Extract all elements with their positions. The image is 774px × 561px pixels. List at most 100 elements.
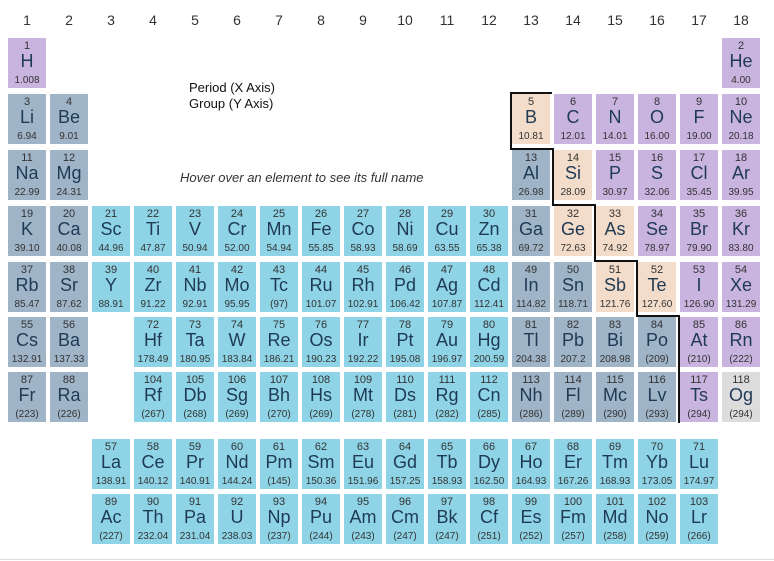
- element-ge[interactable]: 32 Ge 72.63: [553, 205, 593, 257]
- element-be[interactable]: 4 Be 9.01: [49, 93, 89, 145]
- element-k[interactable]: 19 K 39.10: [7, 205, 47, 257]
- element-th[interactable]: 90 Th 232.04: [133, 493, 173, 545]
- element-i[interactable]: 53 I 126.90: [679, 261, 719, 313]
- element-tm[interactable]: 69 Tm 168.93: [595, 438, 635, 490]
- element-fm[interactable]: 100 Fm (257): [553, 493, 593, 545]
- element-re[interactable]: 75 Re 186.21: [259, 316, 299, 368]
- element-zn[interactable]: 30 Zn 65.38: [469, 205, 509, 257]
- element-ti[interactable]: 22 Ti 47.87: [133, 205, 173, 257]
- element-na[interactable]: 11 Na 22.99: [7, 149, 47, 201]
- element-mt[interactable]: 109 Mt (278): [343, 371, 383, 423]
- element-n[interactable]: 7 N 14.01: [595, 93, 635, 145]
- element-o[interactable]: 8 O 16.00: [637, 93, 677, 145]
- element-es[interactable]: 99 Es (252): [511, 493, 551, 545]
- element-w[interactable]: 74 W 183.84: [217, 316, 257, 368]
- element-tb[interactable]: 65 Tb 158.93: [427, 438, 467, 490]
- element-kr[interactable]: 36 Kr 83.80: [721, 205, 761, 257]
- element-pu[interactable]: 94 Pu (244): [301, 493, 341, 545]
- element-f[interactable]: 9 F 19.00: [679, 93, 719, 145]
- element-rf[interactable]: 104 Rf (267): [133, 371, 173, 423]
- element-s[interactable]: 16 S 32.06: [637, 149, 677, 201]
- element-hf[interactable]: 72 Hf 178.49: [133, 316, 173, 368]
- element-bk[interactable]: 97 Bk (247): [427, 493, 467, 545]
- element-gd[interactable]: 64 Gd 157.25: [385, 438, 425, 490]
- element-po[interactable]: 84 Po (209): [637, 316, 677, 368]
- element-nh[interactable]: 113 Nh (286): [511, 371, 551, 423]
- element-br[interactable]: 35 Br 79.90: [679, 205, 719, 257]
- element-sr[interactable]: 38 Sr 87.62: [49, 261, 89, 313]
- element-ag[interactable]: 47 Ag 107.87: [427, 261, 467, 313]
- element-nb[interactable]: 41 Nb 92.91: [175, 261, 215, 313]
- element-pm[interactable]: 61 Pm (145): [259, 438, 299, 490]
- element-pd[interactable]: 46 Pd 106.42: [385, 261, 425, 313]
- element-db[interactable]: 105 Db (268): [175, 371, 215, 423]
- element-he[interactable]: 2 He 4.00: [721, 37, 761, 89]
- element-in[interactable]: 49 In 114.82: [511, 261, 551, 313]
- element-og[interactable]: 118 Og (294): [721, 371, 761, 423]
- element-bi[interactable]: 83 Bi 208.98: [595, 316, 635, 368]
- element-sg[interactable]: 106 Sg (269): [217, 371, 257, 423]
- element-er[interactable]: 68 Er 167.26: [553, 438, 593, 490]
- element-hs[interactable]: 108 Hs (269): [301, 371, 341, 423]
- element-au[interactable]: 79 Au 196.97: [427, 316, 467, 368]
- element-no[interactable]: 102 No (259): [637, 493, 677, 545]
- element-pt[interactable]: 78 Pt 195.08: [385, 316, 425, 368]
- element-c[interactable]: 6 C 12.01: [553, 93, 593, 145]
- element-pb[interactable]: 82 Pb 207.2: [553, 316, 593, 368]
- element-p[interactable]: 15 P 30.97: [595, 149, 635, 201]
- element-bh[interactable]: 107 Bh (270): [259, 371, 299, 423]
- element-ca[interactable]: 20 Ca 40.08: [49, 205, 89, 257]
- element-lu[interactable]: 71 Lu 174.97: [679, 438, 719, 490]
- element-se[interactable]: 34 Se 78.97: [637, 205, 677, 257]
- element-cl[interactable]: 17 Cl 35.45: [679, 149, 719, 201]
- element-te[interactable]: 52 Te 127.60: [637, 261, 677, 313]
- element-li[interactable]: 3 Li 6.94: [7, 93, 47, 145]
- element-np[interactable]: 93 Np (237): [259, 493, 299, 545]
- element-ce[interactable]: 58 Ce 140.12: [133, 438, 173, 490]
- element-tc[interactable]: 43 Tc (97): [259, 261, 299, 313]
- element-mc[interactable]: 115 Mc (290): [595, 371, 635, 423]
- element-sm[interactable]: 62 Sm 150.36: [301, 438, 341, 490]
- element-cm[interactable]: 96 Cm (247): [385, 493, 425, 545]
- element-ne[interactable]: 10 Ne 20.18: [721, 93, 761, 145]
- element-u[interactable]: 92 U 238.03: [217, 493, 257, 545]
- element-ds[interactable]: 110 Ds (281): [385, 371, 425, 423]
- element-tl[interactable]: 81 Tl 204.38: [511, 316, 551, 368]
- element-cr[interactable]: 24 Cr 52.00: [217, 205, 257, 257]
- element-ni[interactable]: 28 Ni 58.69: [385, 205, 425, 257]
- element-mg[interactable]: 12 Mg 24.31: [49, 149, 89, 201]
- element-eu[interactable]: 63 Eu 151.96: [343, 438, 383, 490]
- element-cd[interactable]: 48 Cd 112.41: [469, 261, 509, 313]
- element-hg[interactable]: 80 Hg 200.59: [469, 316, 509, 368]
- element-ar[interactable]: 18 Ar 39.95: [721, 149, 761, 201]
- element-lv[interactable]: 116 Lv (293): [637, 371, 677, 423]
- element-as[interactable]: 33 As 74.92: [595, 205, 635, 257]
- element-cn[interactable]: 112 Cn (285): [469, 371, 509, 423]
- element-rg[interactable]: 111 Rg (282): [427, 371, 467, 423]
- element-pa[interactable]: 91 Pa 231.04: [175, 493, 215, 545]
- element-ho[interactable]: 67 Ho 164.93: [511, 438, 551, 490]
- element-ts[interactable]: 117 Ts (294): [679, 371, 719, 423]
- element-ga[interactable]: 31 Ga 69.72: [511, 205, 551, 257]
- element-zr[interactable]: 40 Zr 91.22: [133, 261, 173, 313]
- element-rn[interactable]: 86 Rn (222): [721, 316, 761, 368]
- element-co[interactable]: 27 Co 58.93: [343, 205, 383, 257]
- element-cs[interactable]: 55 Cs 132.91: [7, 316, 47, 368]
- element-b[interactable]: 5 B 10.81: [511, 93, 551, 145]
- element-rh[interactable]: 45 Rh 102.91: [343, 261, 383, 313]
- element-xe[interactable]: 54 Xe 131.29: [721, 261, 761, 313]
- element-mn[interactable]: 25 Mn 54.94: [259, 205, 299, 257]
- element-ta[interactable]: 73 Ta 180.95: [175, 316, 215, 368]
- element-at[interactable]: 85 At (210): [679, 316, 719, 368]
- element-sn[interactable]: 50 Sn 118.71: [553, 261, 593, 313]
- element-os[interactable]: 76 Os 190.23: [301, 316, 341, 368]
- element-fr[interactable]: 87 Fr (223): [7, 371, 47, 423]
- element-md[interactable]: 101 Md (258): [595, 493, 635, 545]
- element-cu[interactable]: 29 Cu 63.55: [427, 205, 467, 257]
- element-dy[interactable]: 66 Dy 162.50: [469, 438, 509, 490]
- element-ir[interactable]: 77 Ir 192.22: [343, 316, 383, 368]
- element-y[interactable]: 39 Y 88.91: [91, 261, 131, 313]
- element-sb[interactable]: 51 Sb 121.76: [595, 261, 635, 313]
- element-v[interactable]: 23 V 50.94: [175, 205, 215, 257]
- element-ru[interactable]: 44 Ru 101.07: [301, 261, 341, 313]
